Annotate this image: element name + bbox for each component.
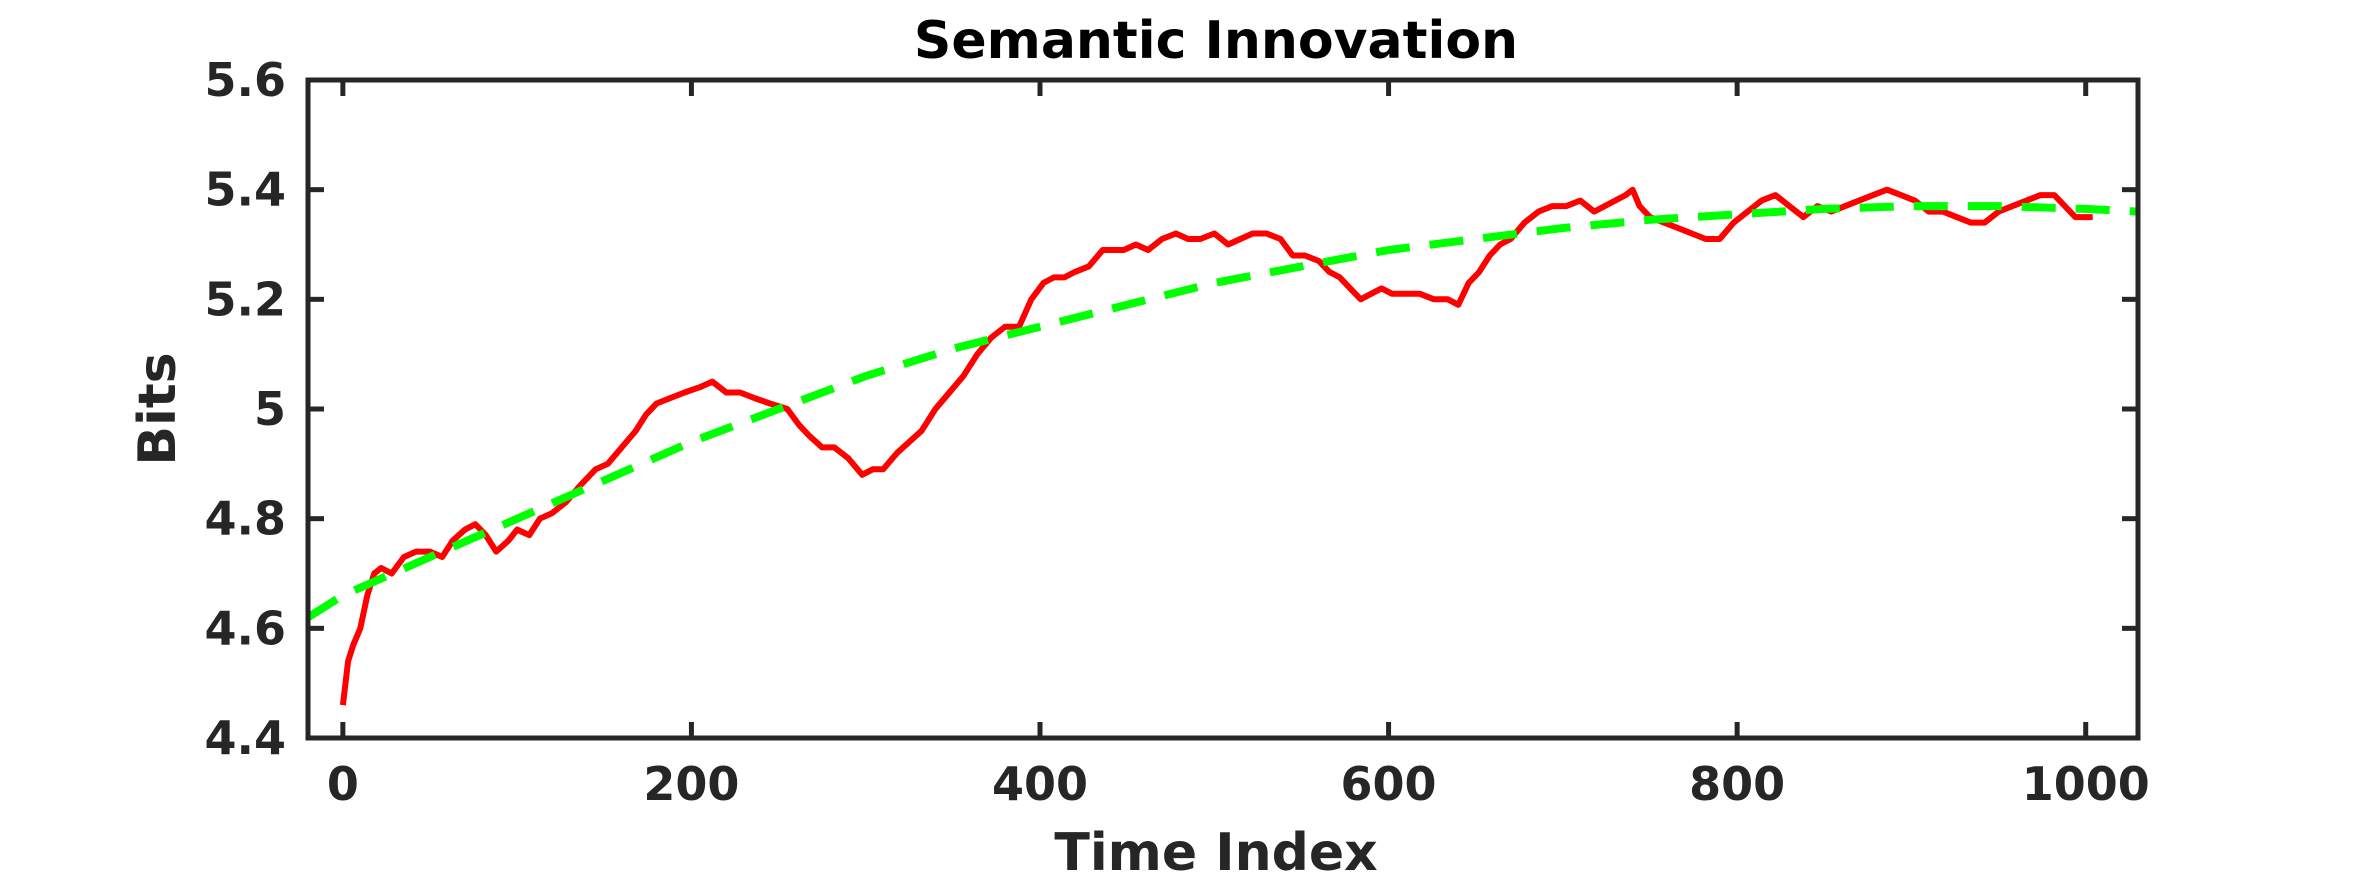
plot-frame — [305, 77, 2141, 741]
y-tick-label: 4.6 — [205, 601, 287, 655]
y-tick-label: 5.4 — [205, 163, 287, 217]
chart-title: Semantic Innovation — [914, 11, 1518, 71]
trend-line — [308, 202, 2138, 621]
data-line — [339, 186, 2093, 706]
x-tick-label: 800 — [1689, 757, 1785, 811]
x-tick-label: 1000 — [2022, 757, 2150, 811]
y-tick-label: 4.4 — [205, 711, 287, 765]
x-axis-label: Time Index — [1054, 823, 1377, 883]
tick-layer: 0 200 400 600 800 1000 4.4 4.6 4.8 5 5.2 5.4 5.6 — [205, 53, 2150, 811]
y-tick-label: 5.2 — [205, 272, 287, 326]
x-tick-label: 600 — [1341, 757, 1437, 811]
y-tick-label: 4.8 — [205, 492, 287, 546]
x-tick-label: 400 — [992, 757, 1088, 811]
series-layer — [308, 186, 2138, 706]
y-tick-label: 5.6 — [205, 53, 287, 107]
x-tick-label: 0 — [327, 757, 359, 811]
y-tick-label: 5 — [254, 382, 286, 436]
x-tick-label: 200 — [643, 757, 739, 811]
y-axis-label: Bits — [128, 352, 188, 465]
